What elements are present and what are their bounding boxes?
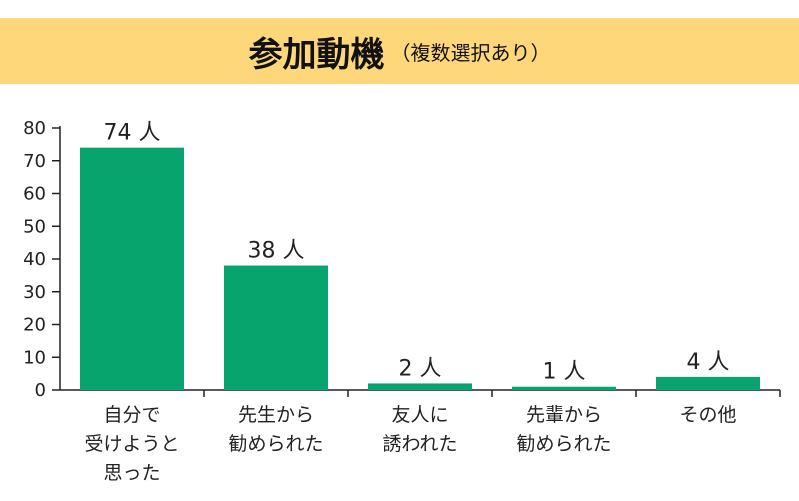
category-label: 自分で (103, 404, 160, 426)
category-label: その他 (679, 404, 736, 426)
bar (512, 386, 616, 390)
bar (80, 147, 184, 390)
category-label: 勧められた (228, 433, 323, 455)
data-label: 74 人 (104, 121, 161, 146)
bar (368, 383, 472, 390)
y-tick-label: 40 (23, 249, 46, 270)
y-tick-label: 60 (23, 184, 46, 205)
chart-title: 参加動機 (248, 34, 385, 75)
data-label: 4 人 (687, 350, 730, 375)
category-label: 友人に (391, 404, 448, 426)
chart-subtitle: （複数選択あり） (390, 40, 551, 65)
bar (656, 376, 760, 390)
data-label: 38 人 (248, 239, 305, 264)
category-label: 受けようと (84, 433, 179, 455)
bar (224, 265, 328, 390)
y-tick-label: 70 (23, 151, 46, 172)
category-label: 先輩から (526, 404, 602, 426)
title-banner: 参加動機 （複数選択あり） (0, 18, 799, 84)
y-tick-label: 10 (23, 347, 46, 368)
data-label: 1 人 (543, 360, 586, 385)
y-tick-label: 80 (23, 118, 46, 139)
category-label: 先生から (238, 404, 314, 426)
y-tick-label: 20 (23, 315, 46, 336)
data-label: 2 人 (399, 356, 442, 381)
category-label: 勧められた (516, 433, 611, 455)
category-label: 思った (103, 462, 160, 484)
y-tick-label: 50 (23, 216, 46, 237)
y-tick-label: 30 (23, 282, 46, 303)
y-tick-label: 0 (35, 380, 46, 401)
category-label: 誘われた (382, 433, 457, 455)
